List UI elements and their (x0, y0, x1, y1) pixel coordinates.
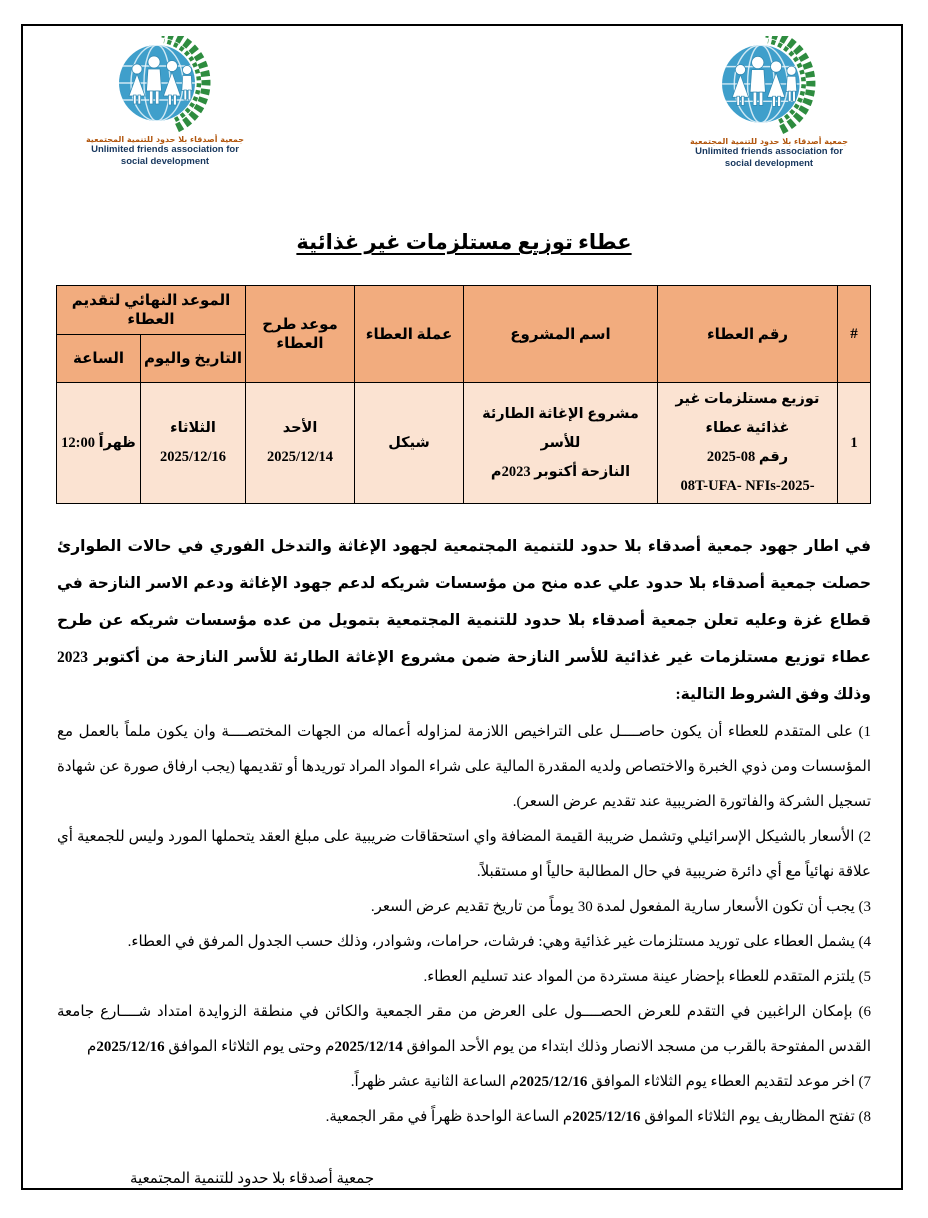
tender-no-code: 08T-UFA- NFIs-2025- (680, 478, 815, 494)
logo-right: جمعية أصدقاء بلا حدود للتنمية المجتمعية … (67, 36, 263, 168)
condition-item: 3) يجب أن تكون الأسعار سارية المفعول لمد… (370, 899, 871, 915)
conditions-list: 1) على المتقدم للعطاء أن يكون حاصــــل ع… (57, 715, 871, 1135)
cell-announce-date: الأحد 2025/12/14 (245, 382, 355, 504)
condition-item: 2) الأسعار بالشيكل الإسرائيلي وتشمل ضريب… (57, 829, 871, 880)
col-header-tender-no: رقم العطاء (657, 285, 838, 383)
page-title: عطاء توزيع مستلزمات غير غذائية (296, 230, 632, 254)
cell-num: 1 (837, 382, 871, 504)
logo-left: جمعية أصدقاء بلا حدود للتنمية المجتمعية … (671, 36, 867, 170)
family-figures-icon (731, 56, 798, 107)
cell-currency: شيكل (354, 382, 464, 504)
tender-no-line1: توزيع مستلزمات غير غذائية عطاء (675, 391, 820, 436)
condition-item: 5) يلتزم المتقدم للعطاء بإحضار عينة مستر… (423, 969, 872, 985)
document-content: جمعية أصدقاء بلا حدود للتنمية المجتمعية … (56, 30, 871, 1188)
condition-item: 7) اخر موعد لتقديم العطاء يوم الثلاثاء ا… (350, 1074, 871, 1090)
col-header-num: # (837, 285, 871, 383)
col-header-announce-date: موعد طرح العطاء (245, 285, 355, 383)
globe-family-wreath-icon (119, 36, 211, 133)
logo-arabic-caption: جمعية أصدقاء بلا حدود للتنمية المجتمعية (85, 135, 245, 144)
deadline-day: الثلاثاء (170, 420, 216, 436)
family-figures-icon (128, 55, 193, 106)
condition-item: 1) على المتقدم للعطاء أن يكون حاصــــل ع… (57, 724, 871, 810)
condition-item: 6) بإمكان الراغبين في التقدم للعرض الحصـ… (57, 1004, 871, 1055)
col-header-currency: عملة العطاء (354, 285, 464, 383)
logos-row: جمعية أصدقاء بلا حدود للتنمية المجتمعية … (57, 30, 871, 178)
col-header-hour: الساعة (56, 334, 141, 383)
logo-english-caption-line1: Unlimited friends association for (695, 146, 843, 157)
col-header-deadline: الموعد النهائي لتقديم العطاء (56, 285, 246, 335)
logo-english-caption-line2: social development (120, 155, 210, 167)
tender-table: # رقم العطاء اسم المشروع عملة العطاء موع… (56, 285, 871, 504)
project-name-line2: النازحة أكتوبر 2023م (490, 463, 631, 480)
condition-item: 8) تفتح المظاريف يوم الثلاثاء الموافق 20… (325, 1109, 871, 1125)
globe-family-wreath-icon (722, 36, 816, 135)
intro-paragraph: في اطار جهود جمعية أصدقاء بلا حدود للتنم… (57, 538, 871, 703)
tender-no-line2: رقم 08-2025 (706, 449, 789, 465)
col-header-project-name: اسم المشروع (463, 285, 658, 383)
condition-item: 4) يشمل العطاء على توريد مستلزمات غير غذ… (127, 934, 871, 950)
table-row: 1 توزيع مستلزمات غير غذائية عطاء رقم 08-… (56, 382, 871, 504)
cell-tender-no: توزيع مستلزمات غير غذائية عطاء رقم 08-20… (657, 382, 838, 504)
col-header-date-day: التاريخ واليوم (140, 334, 246, 383)
announce-date: 2025/12/14 (266, 449, 334, 465)
cell-deadline-date: الثلاثاء 2025/12/16 (140, 382, 246, 504)
logo-arabic-caption: جمعية أصدقاء بلا حدود للتنمية المجتمعية (689, 137, 849, 146)
hour-value: 12:00 ظهراً (61, 434, 136, 451)
deadline-date: 2025/12/16 (159, 449, 227, 465)
cell-project-name: مشروع الإغاثة الطارئة للأسر النازحة أكتو… (463, 382, 658, 504)
page-border (21, 24, 903, 1190)
project-name-line1: مشروع الإغاثة الطارئة للأسر (482, 405, 639, 451)
logo-english-caption-line2: social development (724, 157, 814, 169)
logo-english-caption-line1: Unlimited friends association for (91, 144, 239, 155)
cell-hour: 12:00 ظهراً (56, 382, 141, 504)
footer-signature: جمعية أصدقاء بلا حدود للتنمية المجتمعية (130, 1171, 375, 1187)
announce-day: الأحد (282, 420, 318, 436)
